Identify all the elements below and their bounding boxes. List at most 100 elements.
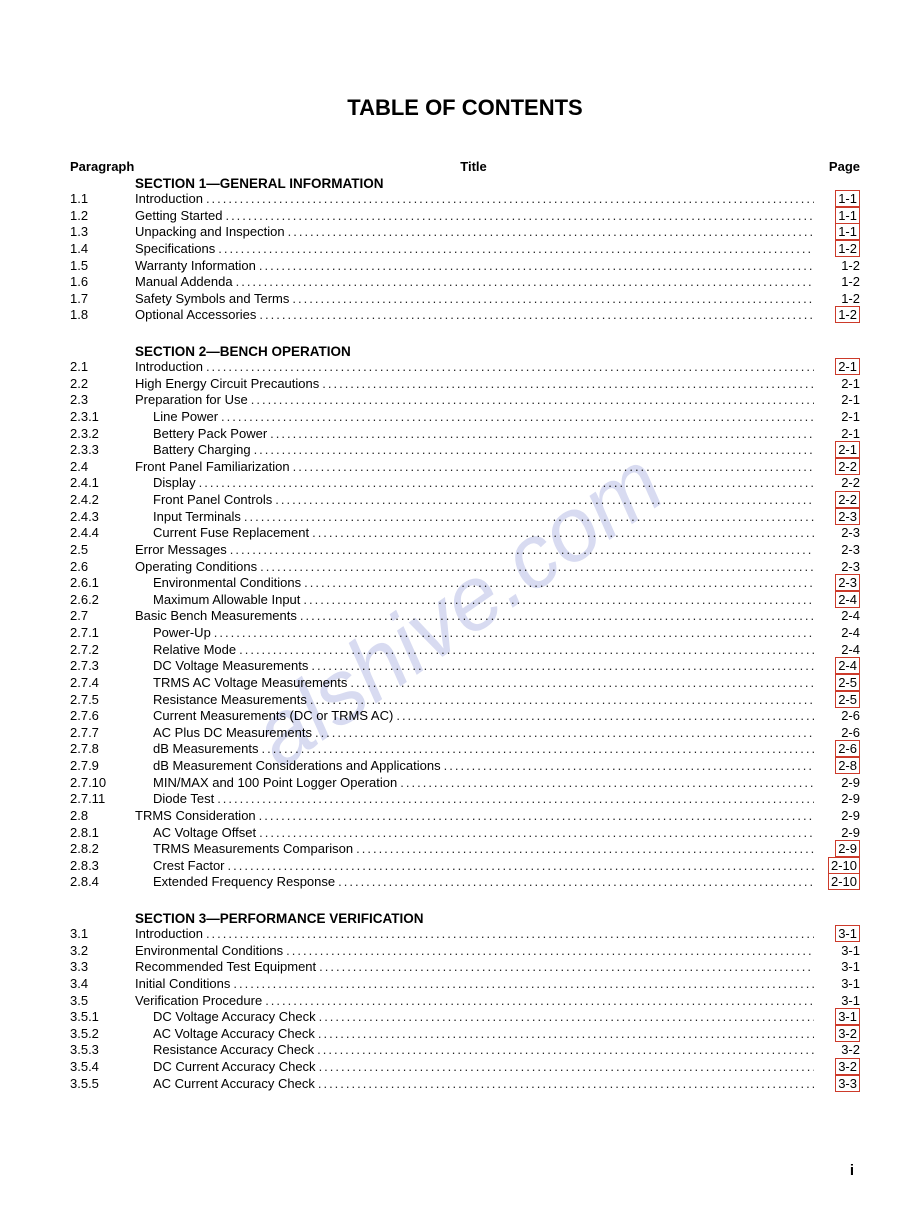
entry-title-container: dB Measurements ........................… — [135, 741, 814, 758]
toc-row: 1.3Unpacking and Inspection ............… — [70, 224, 860, 241]
page-number-highlight: 2-6 — [835, 740, 860, 757]
paragraph-number: 1.2 — [70, 208, 135, 225]
entry-title: Basic Bench Measurements — [135, 608, 297, 625]
page-number: 2-1 — [822, 442, 860, 459]
entry-title-container: TRMS AC Voltage Measurements ...........… — [135, 675, 814, 692]
paragraph-number: 2.8.1 — [70, 825, 135, 842]
entry-title-container: Optional Accessories ...................… — [135, 307, 814, 324]
page-number-highlight: 1-1 — [835, 190, 860, 207]
entry-title: Resistance Measurements — [135, 692, 307, 709]
entry-title-container: Introduction ...........................… — [135, 191, 814, 208]
paragraph-number: 2.5 — [70, 542, 135, 559]
entry-title-container: Operating Conditions ...................… — [135, 559, 814, 576]
header-page: Page — [812, 159, 860, 174]
toc-row: 2.7.2Relative Mode .....................… — [70, 642, 860, 659]
leader-dots: ........................................… — [314, 1042, 814, 1059]
page-number-highlight: 2-1 — [835, 441, 860, 458]
paragraph-number: 2.4.2 — [70, 492, 135, 509]
entry-title-container: TRMS Consideration .....................… — [135, 808, 814, 825]
page-number: 2-8 — [822, 758, 860, 775]
page-number-highlight: 1-1 — [835, 223, 860, 240]
paragraph-number: 3.3 — [70, 959, 135, 976]
leader-dots: ........................................… — [256, 825, 814, 842]
column-headers: Paragraph Title Page — [70, 159, 860, 174]
leader-dots: ........................................… — [251, 442, 814, 459]
leader-dots: ........................................… — [441, 758, 814, 775]
page-number: 1-2 — [822, 241, 860, 258]
entry-title-container: Specifications .........................… — [135, 241, 814, 258]
page-number: 1-1 — [822, 224, 860, 241]
page-number: 2-6 — [822, 725, 860, 742]
page-number: 2-3 — [822, 542, 860, 559]
leader-dots: ........................................… — [312, 725, 814, 742]
leader-dots: ........................................… — [335, 874, 814, 891]
page-number: 2-10 — [822, 874, 860, 891]
entry-title: AC Plus DC Measurements — [135, 725, 312, 742]
toc-row: 1.5Warranty Information ................… — [70, 258, 860, 275]
page-number: 1-2 — [822, 291, 860, 308]
toc-row: 2.7.8dB Measurements ...................… — [70, 741, 860, 758]
entry-title-container: Recommended Test Equipment .............… — [135, 959, 814, 976]
leader-dots: ........................................… — [290, 459, 814, 476]
toc-row: 3.3Recommended Test Equipment ..........… — [70, 959, 860, 976]
header-title: Title — [135, 159, 812, 174]
toc-body: SECTION 1—GENERAL INFORMATION1.1Introduc… — [70, 176, 860, 1092]
page-number-highlight: 2-2 — [835, 458, 860, 475]
paragraph-number: 2.8 — [70, 808, 135, 825]
toc-row: 2.7.11Diode Test .......................… — [70, 791, 860, 808]
entry-title: Display — [135, 475, 196, 492]
paragraph-number: 2.4.1 — [70, 475, 135, 492]
entry-title-container: Resistance Measurements ................… — [135, 692, 814, 709]
leader-dots: ........................................… — [256, 808, 814, 825]
page-number: 2-10 — [822, 858, 860, 875]
entry-title-container: Initial Conditions .....................… — [135, 976, 814, 993]
leader-dots: ........................................… — [248, 392, 814, 409]
paragraph-number: 3.5.1 — [70, 1009, 135, 1026]
entry-title-container: Input Terminals ........................… — [135, 509, 814, 526]
entry-title-container: Line Power .............................… — [135, 409, 814, 426]
entry-title-container: Relative Mode ..........................… — [135, 642, 814, 659]
page-number: 2-4 — [822, 592, 860, 609]
leader-dots: ........................................… — [347, 675, 814, 692]
page-number-highlight: 2-10 — [828, 873, 860, 890]
leader-dots: ........................................… — [230, 976, 814, 993]
leader-dots: ........................................… — [267, 426, 814, 443]
toc-row: 2.7.6Current Measurements (DC or TRMS AC… — [70, 708, 860, 725]
page-number: 2-3 — [822, 575, 860, 592]
toc-row: 1.2Getting Started .....................… — [70, 208, 860, 225]
entry-title-container: Warranty Information ...................… — [135, 258, 814, 275]
page-number: 2-4 — [822, 642, 860, 659]
entry-title: Error Messages — [135, 542, 227, 559]
leader-dots: ........................................… — [262, 993, 814, 1010]
leader-dots: ........................................… — [241, 509, 814, 526]
section-heading: SECTION 1—GENERAL INFORMATION — [135, 176, 860, 191]
page-number: 2-9 — [822, 825, 860, 842]
paragraph-number: 2.4.4 — [70, 525, 135, 542]
page-number-highlight: 2-5 — [835, 674, 860, 691]
section-heading: SECTION 2—BENCH OPERATION — [135, 344, 860, 359]
entry-title-container: Basic Bench Measurements ...............… — [135, 608, 814, 625]
paragraph-number: 2.7 — [70, 608, 135, 625]
entry-title: Input Terminals — [135, 509, 241, 526]
page-number-highlight: 3-1 — [835, 1008, 860, 1025]
entry-title: Verification Procedure — [135, 993, 262, 1010]
leader-dots: ........................................… — [316, 1059, 814, 1076]
leader-dots: ........................................… — [297, 608, 814, 625]
page-number: 2-6 — [822, 708, 860, 725]
toc-row: 2.3Preparation for Use .................… — [70, 392, 860, 409]
leader-dots: ........................................… — [283, 943, 814, 960]
entry-title: dB Measurement Considerations and Applic… — [135, 758, 441, 775]
paragraph-number: 2.7.6 — [70, 708, 135, 725]
page-number: 3-3 — [822, 1076, 860, 1093]
page-number: 2-1 — [822, 409, 860, 426]
page-number: 2-3 — [822, 525, 860, 542]
page-number-highlight: 1-2 — [835, 306, 860, 323]
toc-row: 3.5.4DC Current Accuracy Check .........… — [70, 1059, 860, 1076]
entry-title: AC Voltage Accuracy Check — [135, 1026, 315, 1043]
entry-title: Preparation for Use — [135, 392, 248, 409]
paragraph-number: 3.5 — [70, 993, 135, 1010]
toc-row: 2.7.5Resistance Measurements ...........… — [70, 692, 860, 709]
entry-title: Bettery Pack Power — [135, 426, 267, 443]
leader-dots: ........................................… — [285, 224, 814, 241]
leader-dots: ........................................… — [309, 525, 814, 542]
